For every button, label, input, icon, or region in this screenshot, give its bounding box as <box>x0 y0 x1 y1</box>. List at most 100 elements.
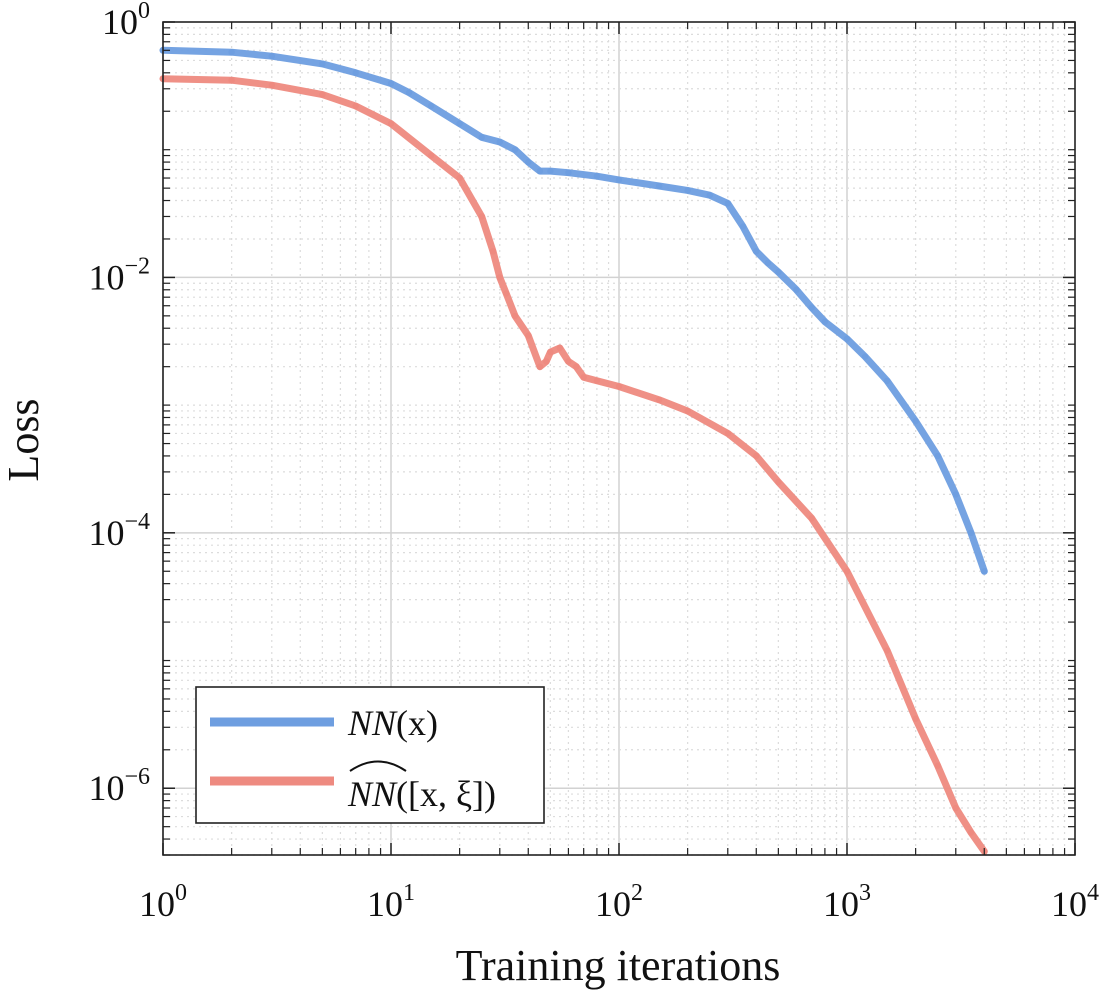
series-0-point <box>496 138 503 146</box>
series-0-point <box>912 417 919 425</box>
series-0-point <box>593 173 601 180</box>
series-1-point <box>478 213 485 220</box>
series-1-point <box>952 804 959 812</box>
series-1-point <box>511 312 519 320</box>
series-0-point <box>739 223 747 230</box>
x-tick-exponent: 2 <box>631 880 643 906</box>
series-1-point <box>580 374 587 381</box>
series-1-point <box>967 829 975 836</box>
series-0-point <box>843 335 851 343</box>
legend-label-nn-hat: NN([x, ξ]) <box>347 774 496 814</box>
series-1-point <box>268 82 275 89</box>
x-tick-base: 10 <box>595 884 631 924</box>
series-1-point <box>593 377 601 384</box>
x-axis-title: Training iterations <box>456 941 781 990</box>
series-layer <box>159 46 988 855</box>
series-0-point <box>724 200 731 207</box>
series-0-point <box>319 60 326 68</box>
y-tick-label: 100 <box>102 0 150 42</box>
series-1-point <box>573 363 580 370</box>
x-tick-base: 10 <box>139 884 175 924</box>
series-1-point <box>912 715 919 722</box>
series-1-point <box>503 290 510 297</box>
series-1-point <box>456 174 463 182</box>
series-1-point <box>753 452 760 460</box>
series-0-point <box>268 53 275 60</box>
y-tick-exponent: −4 <box>124 509 150 535</box>
series-1-point <box>489 248 497 255</box>
y-tick-exponent: −2 <box>124 253 150 279</box>
series-0-point <box>753 248 760 255</box>
y-tick-label: 10−2 <box>88 253 150 297</box>
y-tick-exponent: −6 <box>124 764 150 790</box>
series-1-point <box>883 647 891 654</box>
series-0-point <box>387 80 395 87</box>
series-1-point <box>547 348 554 356</box>
series-line-0 <box>159 46 988 575</box>
series-1-point <box>843 568 851 575</box>
series-0-point <box>405 89 413 96</box>
legend-label-nn-hat-main: NN <box>347 774 398 814</box>
y-tick-base: 10 <box>88 768 124 808</box>
series-0-point <box>547 167 554 175</box>
y-tick-base: 10 <box>102 2 138 42</box>
legend-box <box>195 686 545 824</box>
series-0-point <box>793 286 800 293</box>
series-0-point <box>821 318 829 325</box>
series-0-point <box>934 452 941 460</box>
series-1-point <box>655 396 663 403</box>
x-tick-label: 104 <box>1051 880 1099 924</box>
series-0-point <box>456 120 463 127</box>
series-0-point <box>427 102 435 110</box>
legend-hat-symbol <box>349 760 407 772</box>
series-1-point <box>684 407 691 415</box>
series-0-point <box>525 158 532 166</box>
series-0-point <box>883 377 891 384</box>
legend-label-nn-x-main: NN <box>347 703 398 743</box>
series-1-point <box>543 358 550 365</box>
x-tick-exponent: 0 <box>175 880 187 906</box>
x-tick-exponent: 3 <box>859 880 871 906</box>
series-0-point <box>228 49 235 56</box>
legend-label-nn-x: NN(x) <box>347 703 438 743</box>
series-1-point <box>496 274 503 281</box>
series-0-point <box>861 353 869 360</box>
series-line-1 <box>159 75 988 855</box>
legend-label-nn-hat-suffix: ([x, ξ]) <box>396 774 496 814</box>
series-1-point <box>427 152 435 159</box>
series-1-point <box>387 120 395 127</box>
series-0-point <box>808 304 815 311</box>
x-tick-base: 10 <box>367 884 403 924</box>
x-tick-base: 10 <box>823 884 859 924</box>
x-tick-label: 100 <box>139 880 187 924</box>
series-0-point <box>952 491 959 498</box>
series-1-point <box>934 762 941 769</box>
series-1-point <box>352 102 359 110</box>
series-0-point <box>478 134 485 141</box>
series-1-point <box>615 383 623 390</box>
x-tick-label: 102 <box>595 880 643 924</box>
series-0-point <box>981 568 988 575</box>
x-tick-label: 103 <box>823 880 871 924</box>
x-axis: 100 101 102 103 104 <box>139 22 1099 924</box>
series-0-point <box>655 182 663 190</box>
series-1-point <box>556 344 563 352</box>
series-0-point <box>967 529 975 536</box>
series-0-point <box>775 268 782 276</box>
series-1-point <box>808 515 815 522</box>
series-0-point <box>684 187 691 194</box>
grid <box>162 22 1075 856</box>
y-tick-base: 10 <box>88 513 124 553</box>
y-axis-title: Loss <box>0 398 48 481</box>
legend-label-nn-x-suffix: (x) <box>396 703 438 743</box>
series-0-point <box>615 176 623 184</box>
series-1-point <box>525 332 532 339</box>
legend: NN(x) NN([x, ξ]) <box>195 686 545 824</box>
y-tick-label: 10−4 <box>88 509 150 553</box>
y-tick-exponent: 0 <box>138 0 150 24</box>
series-0-point <box>511 146 519 153</box>
x-tick-base: 10 <box>1051 884 1087 924</box>
x-tick-exponent: 4 <box>1087 880 1099 906</box>
x-tick-exponent: 1 <box>403 880 415 906</box>
